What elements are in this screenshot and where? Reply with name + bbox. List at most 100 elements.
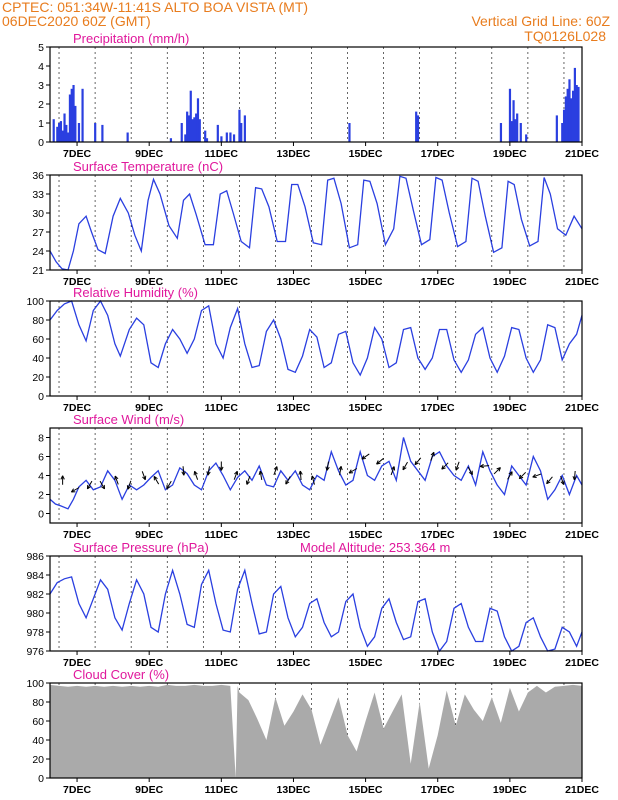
x-tick-label: 13DEC xyxy=(277,657,311,669)
precip-bar xyxy=(94,123,97,142)
precip-bar xyxy=(187,115,191,142)
wind-arrow xyxy=(414,457,422,466)
wind-arrow xyxy=(376,457,384,465)
x-tick-label: 11DEC xyxy=(205,657,239,669)
precip-bar xyxy=(67,132,70,142)
precip-bar xyxy=(198,119,201,142)
y-tick-label: 2 xyxy=(38,490,44,502)
x-tick-label: 19DEC xyxy=(493,657,527,669)
precip-bar xyxy=(555,115,558,142)
precip-bar xyxy=(101,124,104,142)
precip-bar xyxy=(243,115,246,142)
y-tick-label: 0 xyxy=(38,137,44,149)
panel-title: Surface Wind (m/s) xyxy=(73,412,184,427)
x-tick-label: 13DEC xyxy=(277,148,311,160)
y-tick-label: 60 xyxy=(32,716,44,728)
x-tick-label: 7DEC xyxy=(63,784,91,796)
wind-arrow xyxy=(99,480,106,490)
x-tick-label: 19DEC xyxy=(493,276,527,288)
x-tick-label: 7DEC xyxy=(63,148,91,160)
y-tick-label: 5 xyxy=(38,42,44,54)
temperature-line xyxy=(49,175,583,271)
panel-title: Relative Humidity (%) xyxy=(73,285,198,300)
precip-bar xyxy=(229,132,232,142)
precip-bar xyxy=(126,132,129,142)
x-tick-label: 13DEC xyxy=(277,276,311,288)
precip-bar xyxy=(525,134,528,142)
precip-bar xyxy=(68,94,72,142)
x-tick-label: 9DEC xyxy=(135,148,163,160)
wind-arrow xyxy=(273,466,278,476)
wind-line xyxy=(49,437,583,510)
y-tick-label: 976 xyxy=(26,646,44,658)
panel-temperature: 21 24 27 30 33 36 7DEC 9DEC 11DEC 13DEC 15DEC 17DEC… xyxy=(32,159,599,288)
x-tick-label: 15DEC xyxy=(349,276,383,288)
wind-arrow xyxy=(467,466,473,476)
wind-arrow xyxy=(126,480,132,490)
precip-bar xyxy=(225,132,228,142)
y-tick-label: 33 xyxy=(32,189,44,201)
plot-frame xyxy=(49,555,583,652)
grid-line-header: Vertical Grid Line: 60Z xyxy=(471,13,610,29)
precip-bar xyxy=(65,124,68,142)
wind-arrow xyxy=(86,480,93,490)
precip-bar xyxy=(577,86,580,142)
x-tick-label: 11DEC xyxy=(205,148,239,160)
x-tick-label: 17DEC xyxy=(421,148,455,160)
wind-arrow xyxy=(338,466,343,476)
x-tick-label: 21DEC xyxy=(565,402,599,414)
precip-bar xyxy=(573,67,576,142)
model-header: TQ0126L028 xyxy=(524,28,606,44)
x-tick-label: 9DEC xyxy=(135,402,163,414)
precip-bar xyxy=(571,90,575,142)
y-tick-label: 80 xyxy=(32,697,44,709)
x-tick-label: 9DEC xyxy=(135,529,163,541)
wind-arrow xyxy=(430,451,435,461)
precip-bar xyxy=(415,111,418,142)
y-tick-label: 8 xyxy=(38,433,44,445)
precip-bar xyxy=(52,119,55,142)
precip-bar xyxy=(195,113,198,142)
x-tick-label: 13DEC xyxy=(277,529,311,541)
precip-bar xyxy=(499,123,503,142)
y-tick-label: 36 xyxy=(32,170,44,182)
wind-arrow xyxy=(193,470,199,480)
precip-bar xyxy=(516,113,519,142)
precip-bar xyxy=(196,98,200,142)
wind-arrow xyxy=(455,461,460,471)
precip-bar xyxy=(77,123,81,142)
wind-arrow xyxy=(441,462,449,470)
wind-arrow xyxy=(153,475,160,485)
x-tick-label: 19DEC xyxy=(493,784,527,796)
y-tick-label: 982 xyxy=(26,589,44,601)
y-tick-label: 980 xyxy=(26,608,44,620)
precip-bar xyxy=(514,119,517,142)
x-tick-label: 13DEC xyxy=(277,402,311,414)
wind-arrow xyxy=(572,470,577,481)
y-tick-label: 0 xyxy=(38,509,44,521)
x-tick-label: 21DEC xyxy=(565,276,599,288)
x-tick-label: 11DEC xyxy=(205,276,239,288)
precip-bar xyxy=(186,111,189,142)
wind-arrow xyxy=(325,461,330,471)
precip-bar xyxy=(180,123,183,142)
precip-bar xyxy=(575,85,578,142)
wind-arrow xyxy=(233,470,239,480)
panel-title: Cloud Cover (%) xyxy=(73,667,169,682)
wind-arrow xyxy=(219,461,224,471)
wind-arrow xyxy=(258,470,263,481)
y-tick-label: 80 xyxy=(32,315,44,327)
pressure-line xyxy=(49,568,583,653)
wind-arrow xyxy=(560,475,565,485)
precip-bar xyxy=(519,123,522,142)
x-tick-label: 13DEC xyxy=(277,784,311,796)
panel-title: Surface Pressure (hPa) xyxy=(73,540,209,555)
y-tick-label: 2 xyxy=(38,99,44,111)
precip-bar xyxy=(568,79,571,142)
wind-arrow xyxy=(285,476,291,485)
wind-arrow xyxy=(518,471,527,480)
y-tick-label: 100 xyxy=(26,296,44,308)
precip-bar xyxy=(416,115,420,142)
